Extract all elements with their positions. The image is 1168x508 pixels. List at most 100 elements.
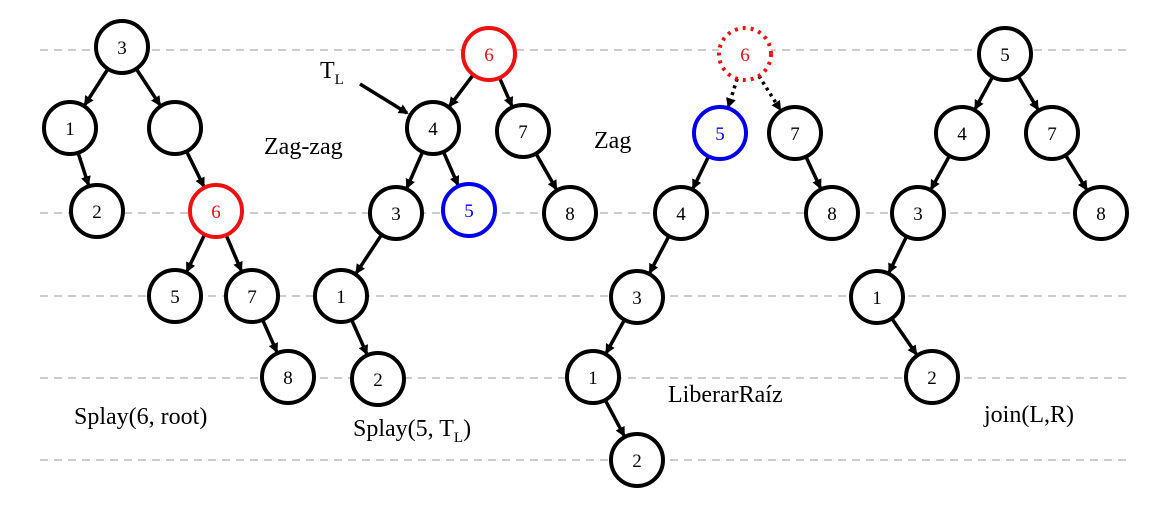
node-circle	[1073, 185, 1129, 241]
tree-edge-t1-6-to-t1-7	[224, 234, 243, 273]
tree-node-t3-8: 8	[804, 185, 860, 241]
node-circle	[42, 100, 98, 156]
tree-node-t4-7: 7	[1024, 105, 1080, 161]
tree-node-t2-5: 5	[441, 182, 497, 238]
node-label: 5	[715, 124, 725, 145]
tree-node-t2-1: 1	[313, 268, 369, 324]
node-circle	[890, 185, 946, 241]
node-circle	[609, 432, 665, 488]
tree-node-t2-4: 4	[405, 100, 461, 156]
tree-edge-t4-5-to-t4-4	[973, 75, 995, 111]
tree-edge-t2-4-to-t2-5	[441, 151, 460, 187]
node-circle	[69, 183, 125, 239]
tree-edge-t2-6-to-t2-4	[448, 73, 475, 108]
node-label: 2	[632, 451, 642, 472]
tree-edge-t1-3-to-t1-empty	[134, 67, 162, 107]
node-label: 5	[1000, 45, 1010, 66]
node-circle	[767, 105, 823, 161]
node-circle	[461, 26, 517, 82]
node-label: 3	[913, 204, 923, 225]
node-label: 7	[247, 287, 257, 308]
tree-node-t4-3: 3	[890, 185, 946, 241]
node-circle	[849, 269, 905, 325]
tree-edge-t3-3-to-t3-1	[604, 318, 627, 355]
caption-zag: Zag	[594, 128, 631, 154]
node-label: 7	[790, 124, 800, 145]
node-label: 3	[117, 38, 127, 59]
node-circle	[495, 103, 551, 159]
tree-node-t3-7: 7	[767, 105, 823, 161]
tree-nodes: 3 1 2 6 5 7 8 6 4 7 3 5 8 1 2 6 5 7 4 8 3 1 2 5 4 7 3 8 1 2	[42, 19, 1129, 488]
tree-edge-t3-6-to-t3-5	[726, 78, 739, 109]
tree-edge-t1-6-to-t1-5	[185, 233, 207, 273]
node-label: 8	[827, 204, 837, 225]
tree-node-t1-7: 7	[224, 268, 280, 324]
tree-edge-t4-1-to-t4-2	[890, 317, 918, 356]
node-circle	[609, 269, 665, 325]
node-label: 3	[391, 204, 401, 225]
node-circle	[717, 26, 773, 82]
caption-join: join(L,R)	[983, 402, 1074, 428]
caption-zag-zag: Zag-zag	[264, 134, 343, 160]
node-label: 8	[283, 368, 293, 389]
tree-edge-t3-5-to-t3-4	[691, 155, 711, 190]
tree-node-t3-3: 3	[609, 269, 665, 325]
tree-node-t2-6: 6	[461, 26, 517, 82]
tree-node-t2-7: 7	[495, 103, 551, 159]
tree-edge-t2-6-to-t2-7	[497, 77, 514, 108]
tree-edge-t3-4-to-t3-3	[648, 235, 671, 274]
tree-node-t3-6: 6	[717, 26, 773, 82]
node-circle	[188, 183, 244, 239]
tree-node-t4-8: 8	[1073, 185, 1129, 241]
tree-edge-t4-3-to-t4-1	[887, 235, 909, 274]
node-label: 3	[632, 288, 642, 309]
tree-node-t2-3: 3	[368, 185, 424, 241]
tree-node-t3-2: 2	[609, 432, 665, 488]
tree-node-t1-empty	[147, 100, 203, 156]
tree-node-t3-5: 5	[692, 105, 748, 161]
node-circle	[542, 185, 598, 241]
node-label: 1	[65, 119, 75, 140]
tree-node-t1-1: 1	[42, 100, 98, 156]
caption-liberar-raiz: LiberarRaíz	[668, 382, 783, 408]
tree-edge-t2-3-to-t2-1	[355, 233, 384, 275]
tree-node-t2-8: 8	[542, 185, 598, 241]
node-label: 4	[676, 204, 686, 225]
node-circle	[653, 185, 709, 241]
tree-edge-t1-empty-to-t1-6	[184, 150, 206, 188]
node-label: 8	[565, 204, 575, 225]
tree-edges	[76, 67, 1088, 438]
node-label: 2	[373, 370, 383, 391]
node-label: 6	[740, 45, 750, 66]
node-circle	[224, 268, 280, 324]
node-circle	[565, 349, 621, 405]
node-circle	[350, 351, 406, 407]
tree-node-t1-2: 2	[69, 183, 125, 239]
node-label: 4	[957, 124, 967, 145]
tree-node-t1-8: 8	[260, 349, 316, 405]
tree-edge-t2-7-to-t2-8	[534, 152, 558, 191]
node-circle	[977, 26, 1033, 82]
node-label: 4	[428, 119, 438, 140]
tree-edge-t3-6-to-t3-7	[757, 75, 782, 112]
node-circle	[441, 182, 497, 238]
node-label: 2	[927, 368, 937, 389]
node-label: 1	[872, 288, 882, 309]
node-circle	[147, 100, 203, 156]
tree-edge-t2-1-to-t2-2	[349, 319, 369, 356]
node-circle	[94, 19, 150, 75]
tree-edge-t1-3-to-t1-1	[83, 67, 110, 107]
tree-edge-t4-4-to-t4-3	[929, 154, 952, 191]
tree-node-t4-5: 5	[977, 26, 1033, 82]
tree-node-t2-2: 2	[350, 351, 406, 407]
node-circle	[405, 100, 461, 156]
tree-node-t4-2: 2	[904, 349, 960, 405]
node-label: 8	[1096, 204, 1106, 225]
node-circle	[692, 105, 748, 161]
tree-node-t1-6: 6	[188, 183, 244, 239]
node-circle	[904, 349, 960, 405]
node-label: 5	[464, 201, 474, 222]
tl-pointer-arrow	[359, 82, 409, 115]
tree-node-t4-4: 4	[934, 105, 990, 161]
